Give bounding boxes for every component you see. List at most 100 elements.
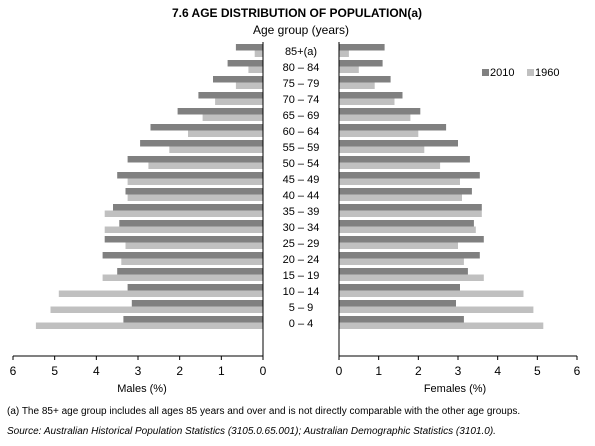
male-1960-bar: [248, 66, 263, 73]
x-tick-label: 0: [260, 364, 267, 378]
legend: 2010 1960: [482, 67, 559, 79]
age-label: 5 – 9: [289, 302, 313, 314]
female-2010-bar: [339, 284, 460, 291]
male-2010-bar: [119, 220, 264, 227]
male-2010-bar: [150, 124, 263, 131]
male-2010-bar: [123, 316, 264, 323]
age-label: 10 – 14: [283, 286, 320, 298]
age-label: 85+(a): [285, 46, 317, 58]
male-1960-bar: [50, 306, 263, 313]
female-2010-bar: [339, 108, 421, 115]
female-2010-bar: [339, 236, 484, 243]
age-label: 40 – 44: [283, 190, 320, 202]
x-tick-label: 2: [176, 364, 183, 378]
x-tick-label: 2: [415, 364, 422, 378]
female-1960-bar: [339, 274, 484, 281]
female-2010-bar: [339, 204, 482, 211]
age-label: 50 – 54: [283, 158, 320, 170]
female-1960-bar: [339, 290, 524, 297]
legend-label-1960: 1960: [535, 67, 559, 79]
male-2010-bar: [127, 284, 263, 291]
chart-title: 7.6 AGE DISTRIBUTION OF POPULATION(a): [172, 6, 422, 20]
female-2010-bar: [339, 316, 464, 323]
female-1960-bar: [339, 114, 411, 121]
male-1960-bar: [215, 98, 263, 105]
age-label: 25 – 29: [283, 238, 320, 250]
female-2010-bar: [339, 76, 391, 83]
male-2010-bar: [213, 76, 263, 83]
female-2010-bar: [339, 92, 403, 99]
female-1960-bar: [339, 226, 476, 233]
female-2010-bar: [339, 220, 474, 227]
female-1960-bar: [339, 98, 395, 105]
male-1960-bar: [35, 322, 264, 329]
female-1960-bar: [339, 66, 359, 73]
male-1960-bar: [104, 210, 263, 217]
x-tick-label: 5: [51, 364, 58, 378]
age-label: 55 – 59: [283, 142, 320, 154]
x-tick-label: 4: [93, 364, 100, 378]
male-2010-bar: [104, 236, 263, 243]
male-1960-bar: [254, 50, 263, 57]
female-2010-bar: [339, 172, 480, 179]
female-1960-bar: [339, 306, 534, 313]
age-label: 75 – 79: [283, 78, 320, 90]
female-1960-bar: [339, 146, 425, 153]
chart-subtitle: Age group (years): [253, 23, 349, 37]
female-2010-bar: [339, 60, 383, 67]
bars-layer: [35, 44, 544, 329]
female-1960-bar: [339, 242, 458, 249]
legend-swatch-1960: [527, 69, 534, 76]
male-1960-bar: [127, 194, 263, 201]
x-tick-label: 0: [336, 364, 343, 378]
male-2010-bar: [227, 60, 263, 67]
x-tick-label: 6: [10, 364, 17, 378]
male-2010-bar: [131, 300, 264, 307]
age-label: 35 – 39: [283, 206, 320, 218]
x-tick-label: 3: [455, 364, 462, 378]
female-2010-bar: [339, 252, 480, 259]
female-1960-bar: [339, 162, 441, 169]
female-1960-bar: [339, 210, 482, 217]
female-1960-bar: [339, 82, 375, 89]
footnote: (a) The 85+ age group includes all ages …: [7, 406, 521, 417]
male-1960-bar: [148, 162, 263, 169]
source-note: Source: Australian Historical Population…: [7, 426, 496, 437]
female-2010-bar: [339, 124, 447, 131]
age-label: 80 – 84: [283, 62, 320, 74]
legend-swatch-2010: [482, 69, 489, 76]
males-axis-label: Males (%): [117, 383, 167, 395]
male-2010-bar: [198, 92, 263, 99]
male-2010-bar: [125, 188, 263, 195]
legend-label-2010: 2010: [490, 67, 514, 79]
age-label: 65 – 69: [283, 110, 320, 122]
x-tick-label: 3: [135, 364, 142, 378]
axes-layer: 6 5 4 3 2 1 0 0 1 2 3 4 5 6: [10, 42, 581, 378]
female-2010-bar: [339, 188, 472, 195]
male-2010-bar: [140, 140, 263, 147]
x-tick-label: 1: [375, 364, 382, 378]
age-label: 30 – 34: [283, 222, 320, 234]
female-1960-bar: [339, 194, 462, 201]
female-1960-bar: [339, 258, 464, 265]
female-2010-bar: [339, 140, 458, 147]
female-1960-bar: [339, 50, 349, 57]
female-1960-bar: [339, 322, 544, 329]
female-1960-bar: [339, 130, 419, 137]
female-2010-bar: [339, 156, 470, 163]
females-axis-label: Females (%): [424, 383, 486, 395]
male-1960-bar: [188, 130, 263, 137]
x-tick-label: 5: [534, 364, 541, 378]
female-1960-bar: [339, 178, 460, 185]
male-1960-bar: [104, 226, 263, 233]
age-label: 60 – 64: [283, 126, 320, 138]
x-tick-label: 1: [218, 364, 225, 378]
male-2010-bar: [127, 156, 263, 163]
male-1960-bar: [121, 258, 263, 265]
male-1960-bar: [235, 82, 263, 89]
x-tick-label: 4: [494, 364, 501, 378]
age-label: 20 – 24: [283, 254, 320, 266]
female-2010-bar: [339, 300, 456, 307]
male-2010-bar: [117, 268, 263, 275]
